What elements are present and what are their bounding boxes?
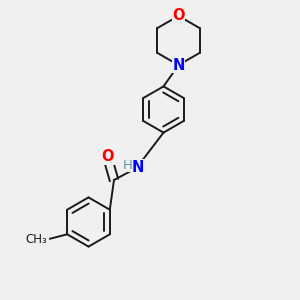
Text: N: N <box>132 160 144 175</box>
Text: N: N <box>172 58 185 73</box>
Text: CH₃: CH₃ <box>26 233 47 246</box>
Text: O: O <box>102 149 114 164</box>
Text: O: O <box>172 8 185 23</box>
Text: H: H <box>123 159 132 172</box>
